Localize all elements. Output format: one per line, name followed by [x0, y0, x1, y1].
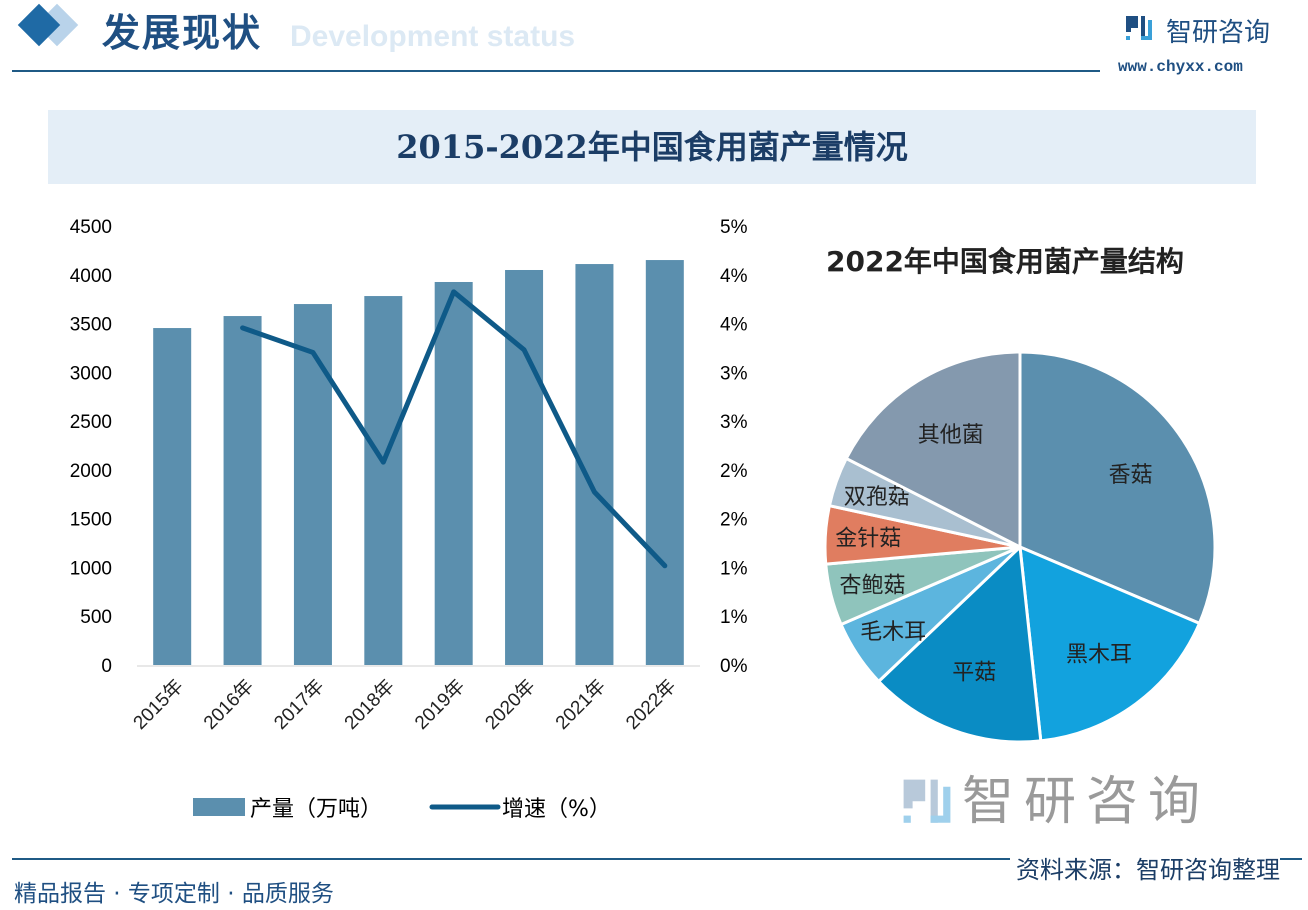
x-axis-tick: 2019年 [410, 675, 469, 734]
right-axis-tick: 1% [720, 607, 748, 628]
title-banner [48, 110, 1256, 184]
right-axis-tick: 3% [720, 412, 748, 433]
watermark-logo-icon [903, 779, 951, 823]
bar-2015年 [153, 328, 192, 665]
right-axis-tick: 2% [720, 510, 748, 531]
x-axis-tick: 2016年 [199, 675, 258, 734]
pie-label: 杏鲍菇 [840, 573, 906, 598]
source-note: 资料来源：智研咨询整理 [1010, 850, 1280, 885]
pie-label: 香菇 [1109, 463, 1153, 488]
bar-2016年 [223, 316, 262, 665]
pie-label: 黑木耳 [1066, 643, 1132, 668]
pie-label: 毛木耳 [860, 620, 926, 645]
legend-swatch-production [193, 798, 245, 816]
pie-slice-0 [1018, 350, 1217, 626]
left-axis-tick: 3000 [70, 363, 112, 384]
bar-2019年 [434, 281, 473, 665]
pie-label: 双孢菇 [844, 485, 910, 510]
brand-logo-icon [1126, 16, 1152, 40]
right-axis-tick: 4% [720, 315, 748, 336]
legend-label-production: 产量（万吨） [250, 797, 382, 822]
left-axis-tick: 1500 [70, 510, 112, 531]
left-axis-tick: 2500 [70, 412, 112, 433]
bar-2018年 [364, 296, 403, 665]
pie-label: 金针菇 [835, 526, 901, 551]
brand-url[interactable]: www.chyxx.com [1118, 58, 1243, 76]
legend-label-growth: 增速（%） [502, 797, 611, 822]
left-axis-tick: 1000 [70, 558, 112, 579]
footer-divider [12, 858, 1302, 860]
header-diamond-icon [17, 3, 61, 47]
pie-slice-2 [876, 543, 1043, 744]
left-axis-tick: 2000 [70, 461, 112, 482]
right-axis-tick: 1% [720, 558, 748, 579]
right-axis-tick: 5% [720, 217, 748, 238]
right-axis-tick: 4% [720, 266, 748, 287]
chart-title: 2015-2022年中国食用菌产量情况 [396, 128, 908, 166]
right-axis-tick: 3% [720, 363, 748, 384]
section-title: 发展现状 [102, 11, 263, 55]
left-axis-tick: 0 [101, 656, 112, 677]
header-divider [12, 70, 1100, 72]
x-axis-tick: 2022年 [621, 675, 680, 734]
x-axis-tick: 2017年 [270, 675, 329, 734]
left-axis-tick: 3500 [70, 315, 112, 336]
bar-2020年 [505, 269, 544, 665]
bar-2017年 [293, 304, 332, 665]
footer-slogan: 精品报告 · 专项定制 · 品质服务 [14, 881, 334, 907]
pie-slice-1 [1018, 544, 1202, 743]
bar-2022年 [645, 260, 684, 665]
pie-title: 2022年中国食用菌产量结构 [826, 245, 1184, 278]
x-axis-tick: 2015年 [129, 675, 188, 734]
pie-label: 平菇 [952, 660, 996, 685]
watermark-brand: 智研咨询 [962, 772, 1211, 832]
right-axis-tick: 0% [720, 656, 748, 677]
left-axis-tick: 4000 [70, 266, 112, 287]
combo-chart: 0 500 1000 1500 2000 2500 3000 3500 4000 4500 0% 1%… [70, 217, 748, 822]
pie-slice-7 [844, 350, 1022, 550]
right-axis-tick: 2% [720, 461, 748, 482]
x-axis-tick: 2020年 [481, 675, 540, 734]
x-axis-tick: 2018年 [340, 675, 399, 734]
left-axis-tick: 500 [80, 607, 112, 628]
x-axis-tick: 2021年 [551, 675, 610, 734]
section-subtitle: Development status [290, 20, 576, 53]
brand-name: 智研咨询 [1166, 18, 1271, 48]
left-axis-tick: 4500 [70, 217, 112, 238]
pie-label: 其他菌 [918, 423, 984, 448]
